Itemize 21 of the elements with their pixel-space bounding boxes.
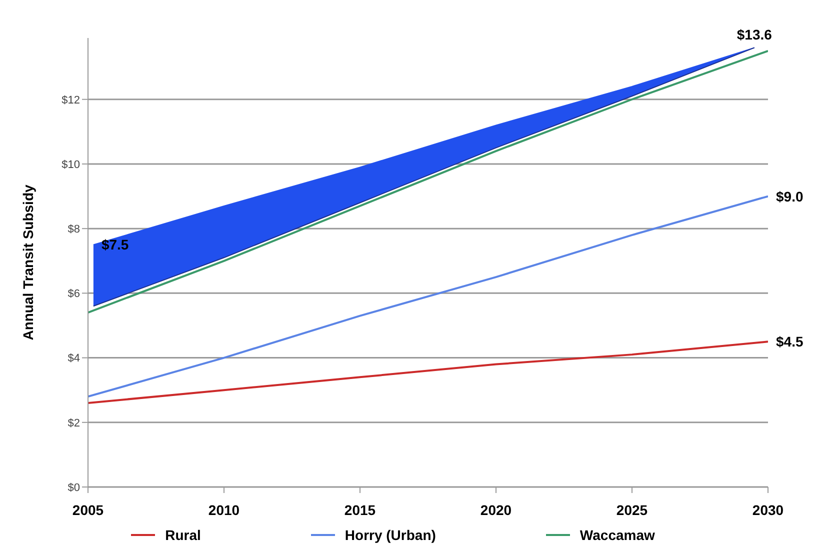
y-tick-label: $4 bbox=[68, 352, 80, 365]
x-tick-label: 2015 bbox=[344, 502, 376, 518]
annotation: $7.5 bbox=[101, 236, 129, 253]
y-tick-label: $12 bbox=[62, 94, 80, 106]
annotation: $9.0 bbox=[776, 188, 804, 204]
annotation: $4.5 bbox=[776, 334, 804, 350]
x-tick-label: 2010 bbox=[208, 502, 240, 518]
legend-label: Horry (Urban) bbox=[344, 527, 436, 543]
x-tick-label: 2025 bbox=[616, 502, 648, 518]
y-tick-label: $6 bbox=[68, 288, 80, 300]
y-tick-label: $2 bbox=[68, 417, 80, 430]
x-tick-label: 2030 bbox=[752, 502, 784, 518]
y-tick-label: $10 bbox=[62, 158, 80, 171]
x-tick-label: 2020 bbox=[480, 502, 512, 518]
y-tick-label: $8 bbox=[68, 223, 80, 236]
annotation: $13.6 bbox=[736, 26, 772, 43]
y-axis-title: Annual Transit Subsidy bbox=[20, 184, 36, 340]
legend-label: Waccamaw bbox=[578, 527, 655, 543]
legend-label: Rural bbox=[164, 527, 201, 543]
y-tick-label: $0 bbox=[68, 482, 80, 494]
x-tick-label: 2005 bbox=[72, 502, 104, 518]
